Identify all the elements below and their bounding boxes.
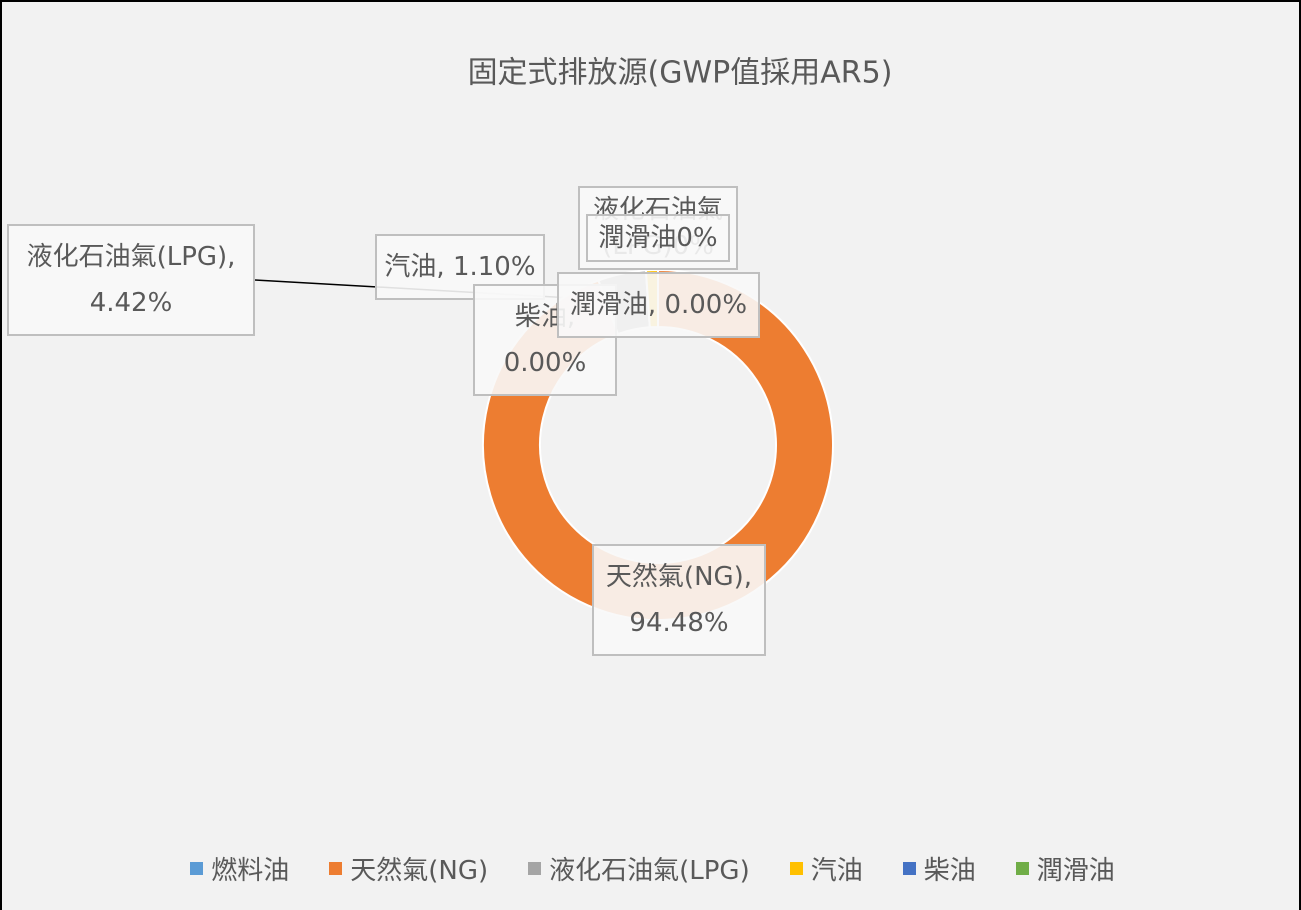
- annotation-label: 潤滑油0%: [586, 214, 730, 262]
- legend-item: 柴油: [902, 850, 976, 887]
- legend-item: 潤滑油: [1015, 850, 1115, 887]
- legend-label: 液化石油氣(LPG): [549, 856, 750, 886]
- legend-swatch: [190, 862, 204, 875]
- legend-item: 液化石油氣(LPG): [528, 850, 750, 887]
- data-label: 潤滑油, 0.00%: [557, 272, 760, 338]
- legend: 燃料油 天然氣(NG) 液化石油氣(LPG) 汽油 柴油 潤滑油: [2, 850, 1299, 887]
- chart-title: 固定式排放源(GWP值採用AR5): [468, 56, 893, 91]
- legend-label: 汽油: [810, 856, 863, 886]
- legend-label: 燃料油: [211, 856, 290, 886]
- legend-item: 天然氣(NG): [329, 850, 488, 887]
- legend-swatch: [528, 862, 542, 875]
- legend-swatch: [1015, 862, 1029, 875]
- data-label: 液化石油氣(LPG), 4.42%: [7, 224, 255, 336]
- legend-label: 柴油: [923, 856, 976, 886]
- legend-swatch: [902, 862, 916, 875]
- legend-swatch: [789, 862, 803, 875]
- legend-swatch: [329, 862, 343, 875]
- legend-label: 潤滑油: [1036, 856, 1115, 886]
- data-label: 天然氣(NG), 94.48%: [592, 544, 766, 656]
- legend-item: 燃料油: [190, 850, 289, 887]
- legend-item: 汽油: [789, 850, 863, 887]
- legend-label: 天然氣(NG): [350, 856, 489, 886]
